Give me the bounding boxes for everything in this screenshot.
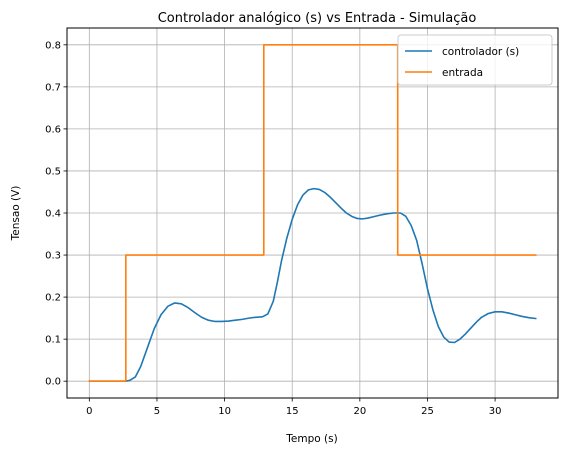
y-tick-label: 0.6: [45, 124, 61, 135]
legend: controlador (s) entrada: [397, 34, 553, 86]
x-tick-label: 15: [286, 406, 299, 417]
x-tick-label: 25: [421, 406, 434, 417]
x-tick-label: 30: [489, 406, 502, 417]
y-tick-label: 0.4: [45, 209, 61, 220]
y-tick-label: 0.0: [45, 377, 61, 388]
y-axis-label: Tensao (V): [10, 186, 22, 242]
series-line-controlador: [88, 187, 537, 382]
legend-label-entrada: entrada: [442, 67, 483, 79]
y-axis-ticks: 0.0 0.1 0.2 0.3 0.4 0.5 0.6 0.7 0.8: [45, 40, 67, 388]
legend-label-controlador: controlador (s): [442, 46, 519, 58]
legend-box: [397, 34, 553, 86]
x-axis-label: Tempo (s): [285, 433, 337, 445]
y-tick-label: 0.5: [45, 166, 61, 177]
series-line-entrada: [88, 44, 537, 382]
x-tick-label: 10: [218, 406, 231, 417]
x-tick-label: 0: [86, 406, 92, 417]
y-tick-label: 0.8: [45, 40, 61, 51]
x-axis-ticks: 0 5 10 15 20 25 30: [86, 398, 501, 417]
chart-title: Controlador analógico (s) vs Entrada - S…: [158, 11, 477, 26]
y-tick-label: 0.7: [45, 82, 61, 93]
x-tick-label: 20: [353, 406, 366, 417]
series-layer: [88, 44, 537, 382]
y-tick-label: 0.1: [45, 335, 61, 346]
y-tick-label: 0.2: [45, 293, 61, 304]
x-tick-label: 5: [154, 406, 160, 417]
y-tick-label: 0.3: [45, 251, 61, 262]
